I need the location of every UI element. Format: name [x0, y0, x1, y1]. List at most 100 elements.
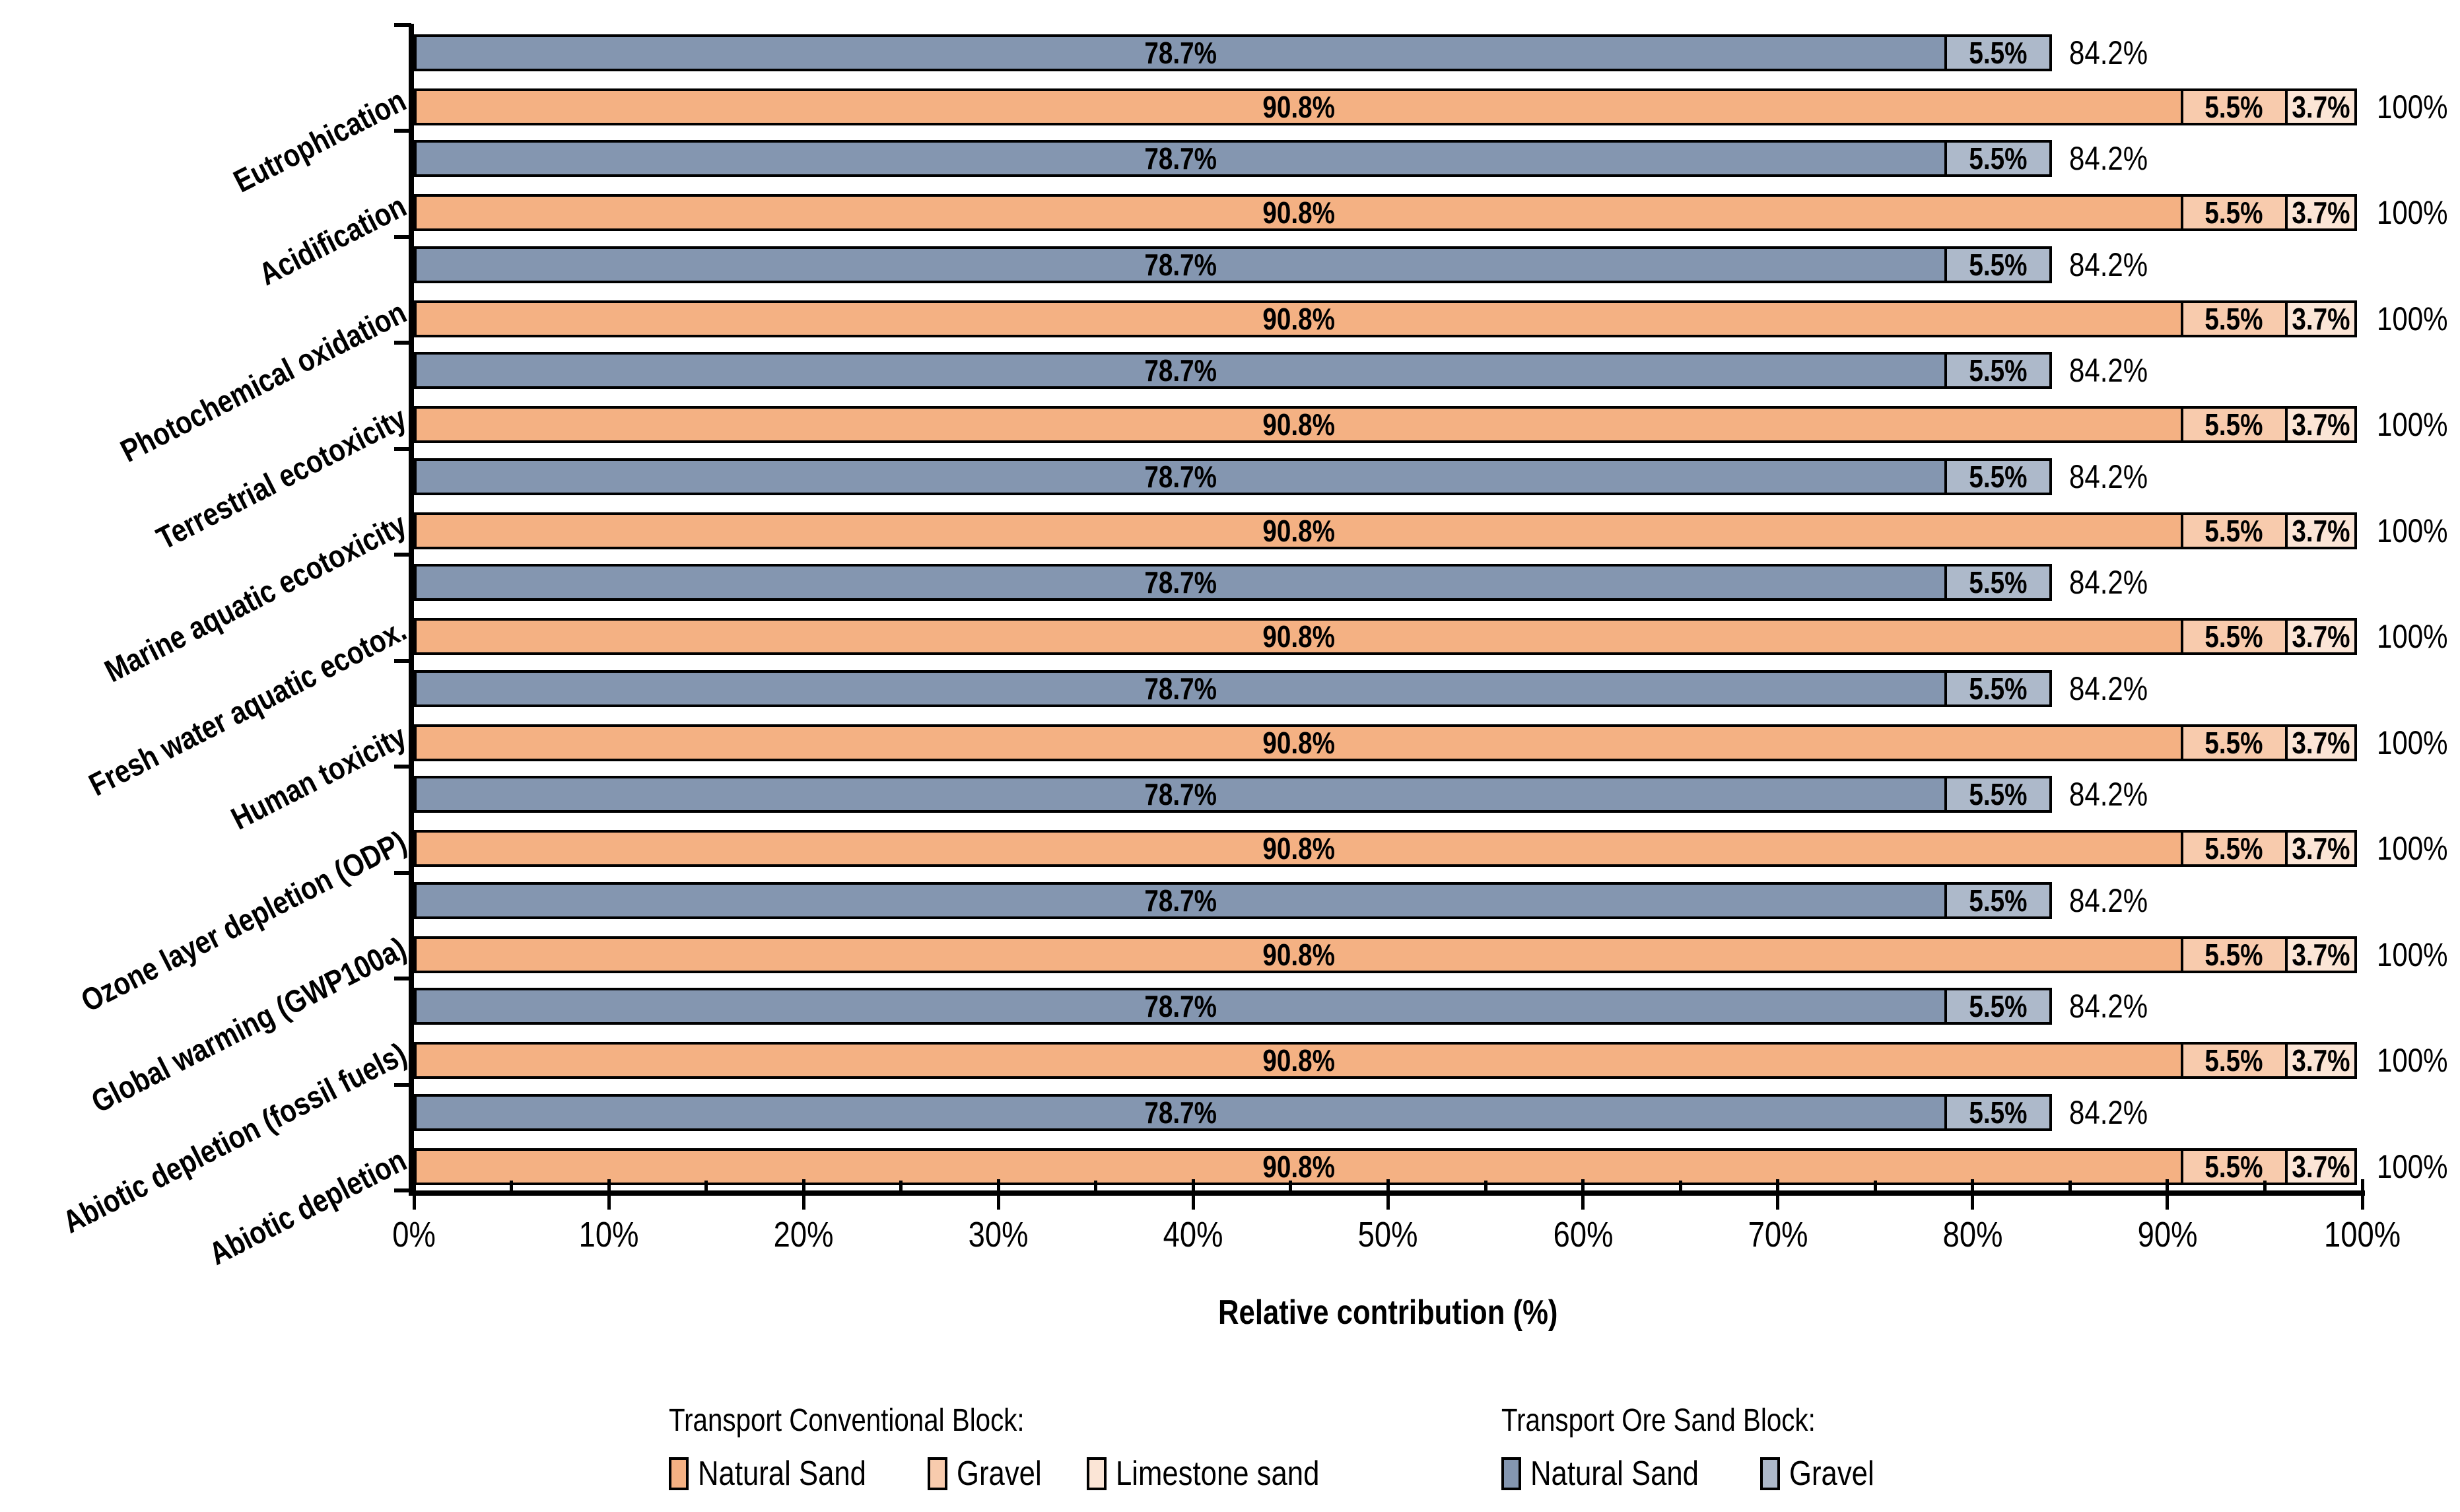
y-axis-tick: [394, 553, 411, 557]
bar-segment-conv-1: 90.8%: [414, 88, 2183, 125]
x-axis-minor-tick: [1678, 1181, 1682, 1190]
bar-group-global-warming-gwp100a: 78.7% 5.5% 84.2% 90.8% 5.5% 3.7% 100%: [414, 873, 2447, 979]
legend-swatch-gravel: [927, 1457, 947, 1490]
bar-group-eutrophication: 78.7% 5.5% 84.2% 90.8% 5.5% 3.7% 100%: [414, 25, 2447, 131]
bar-segment-conv-3: 3.7%: [2284, 724, 2357, 761]
bar-total-label: 100%: [2377, 302, 2460, 335]
segment-value-label: 90.8%: [1256, 940, 1342, 970]
segment-value-text: 3.7%: [2292, 619, 2350, 654]
segment-value-label: 90.8%: [1256, 197, 1342, 228]
segment-value-label: 78.7%: [1138, 38, 1223, 68]
bar-total-label: 100%: [2377, 726, 2460, 759]
bar-segment-ore-1: 78.7%: [414, 564, 1948, 601]
x-axis-tick-label: 50%: [1289, 1217, 1487, 1253]
segment-value-label: 3.7%: [2286, 940, 2356, 970]
bar-segment-ore-2: 5.5%: [1944, 1093, 2052, 1131]
x-axis-tick-label: 0%: [315, 1217, 513, 1253]
x-axis-major-tick: [1191, 1179, 1195, 1210]
segment-value-text: 78.7%: [1144, 1095, 1217, 1130]
x-axis-tick-label: 10%: [510, 1217, 708, 1253]
segment-value-text: 5.5%: [2204, 619, 2263, 654]
bar-total-text: 84.2%: [2068, 776, 2148, 813]
bar-segment-conv-2: 5.5%: [2180, 406, 2288, 444]
legend-label-inner: Limestone sand: [1115, 1455, 1320, 1493]
x-axis-tick-text: 50%: [1358, 1215, 1418, 1254]
segment-value-text: 90.8%: [1262, 1043, 1335, 1078]
bar-total-label: 100%: [2377, 514, 2460, 547]
segment-value-text: 90.8%: [1262, 831, 1335, 866]
bar-segment-conv-1: 90.8%: [414, 512, 2183, 549]
bar-group-abiotic-depletion: 78.7% 5.5% 84.2% 90.8% 5.5% 3.7% 100%: [414, 1085, 2447, 1190]
segment-value-label: 90.8%: [1256, 92, 1342, 122]
x-axis-tick-text: 60%: [1553, 1215, 1613, 1254]
segment-value-label: 5.5%: [2199, 92, 2269, 122]
bar-ore-human-toxicity: 78.7% 5.5% 84.2%: [414, 670, 2362, 707]
y-axis-tick: [394, 341, 411, 345]
bar-total-label: 84.2%: [2069, 354, 2163, 387]
bar-segment-ore-2: 5.5%: [1944, 246, 2052, 283]
segment-value-text: 3.7%: [2292, 937, 2350, 972]
bar-ore-abiotic-depletion: 78.7% 5.5% 84.2%: [414, 1093, 2362, 1131]
legend-swatch-natural-sand: [1501, 1457, 1521, 1490]
category-label-text: Eutrophication: [228, 83, 412, 200]
bar-total-text: 84.2%: [2068, 988, 2148, 1025]
segment-value-text: 78.7%: [1144, 989, 1217, 1024]
y-axis-tick: [394, 765, 411, 769]
segment-value-label: 90.8%: [1256, 516, 1342, 546]
category-label-ozone-layer-depletion-odp: Ozone layer depletion (ODP): [14, 823, 413, 1052]
bar-total-text: 84.2%: [2068, 140, 2148, 178]
bar-total-text: 84.2%: [2068, 670, 2148, 707]
x-axis-major-tick: [996, 1179, 1000, 1210]
bar-group-human-toxicity: 78.7% 5.5% 84.2% 90.8% 5.5% 3.7% 100%: [414, 661, 2447, 767]
bar-total-label: 84.2%: [2069, 248, 2163, 281]
segment-value-text: 78.7%: [1144, 565, 1217, 600]
segment-value-text: 3.7%: [2292, 407, 2350, 442]
bar-segment-conv-1: 90.8%: [414, 300, 2183, 337]
segment-value-text: 5.5%: [2204, 725, 2263, 760]
x-axis-tick-text: 30%: [968, 1215, 1029, 1254]
y-axis-tick: [394, 446, 411, 451]
bar-total-label: 84.2%: [2069, 672, 2163, 705]
bar-ore-global-warming-gwp100a: 78.7% 5.5% 84.2%: [414, 881, 2362, 919]
legend-label-text: Gravel: [1789, 1457, 1890, 1491]
segment-value-label: 90.8%: [1256, 304, 1342, 334]
y-axis-line: [409, 24, 414, 1196]
bar-ore-marine-aquatic-ecotoxicity: 78.7% 5.5% 84.2%: [414, 458, 2362, 495]
segment-value-text: 90.8%: [1262, 195, 1335, 230]
segment-value-label: 3.7%: [2286, 1045, 2356, 1076]
legend-label-inner: Natural Sand: [698, 1455, 866, 1493]
bar-segment-conv-1: 90.8%: [414, 830, 2183, 868]
segment-value-label: 5.5%: [2199, 304, 2269, 334]
segment-value-text: 3.7%: [2292, 1149, 2350, 1184]
segment-value-label: 78.7%: [1138, 779, 1223, 809]
segment-value-label: 78.7%: [1138, 250, 1223, 280]
x-axis-major-tick: [2166, 1179, 2170, 1210]
x-axis-title-text: Relative contribution (%): [1218, 1293, 1558, 1332]
bar-segment-ore-2: 5.5%: [1944, 458, 2052, 495]
x-axis-tick-label: 70%: [1679, 1217, 1877, 1253]
x-axis-tick-label: 30%: [899, 1217, 1097, 1253]
segment-value-text: 5.5%: [2204, 1149, 2263, 1184]
x-axis-major-tick: [1386, 1179, 1390, 1210]
bar-segment-conv-2: 5.5%: [2180, 88, 2288, 125]
segment-value-label: 3.7%: [2286, 728, 2356, 758]
segment-value-text: 3.7%: [2292, 1043, 2350, 1078]
x-axis-tick-text: 40%: [1163, 1215, 1223, 1254]
x-axis-tick-label: 80%: [1874, 1217, 2072, 1253]
segment-value-label: 5.5%: [1964, 567, 2033, 598]
segment-value-label: 90.8%: [1256, 1151, 1342, 1182]
bar-total-text: 84.2%: [2068, 246, 2148, 283]
plot-area: 78.7% 5.5% 84.2% 90.8% 5.5% 3.7% 100% 78.7% 5.5%…: [414, 25, 2447, 1190]
bar-ore-terrestrial-ecotoxicity: 78.7% 5.5% 84.2%: [414, 352, 2362, 390]
bar-group-ozone-layer-depletion-odp: 78.7% 5.5% 84.2% 90.8% 5.5% 3.7% 100%: [414, 767, 2447, 872]
bar-total-text: 100%: [2377, 1042, 2448, 1080]
bar-segment-conv-3: 3.7%: [2284, 88, 2357, 125]
segment-value-label: 3.7%: [2286, 1151, 2356, 1182]
bar-segment-ore-1: 78.7%: [414, 988, 1948, 1025]
x-axis-minor-tick: [1873, 1181, 1877, 1190]
segment-value-label: 78.7%: [1138, 885, 1223, 916]
bar-group-terrestrial-ecotoxicity: 78.7% 5.5% 84.2% 90.8% 5.5% 3.7% 100%: [414, 343, 2447, 448]
segment-value-label: 5.5%: [1964, 462, 2033, 492]
segment-value-text: 5.5%: [1969, 459, 2028, 494]
